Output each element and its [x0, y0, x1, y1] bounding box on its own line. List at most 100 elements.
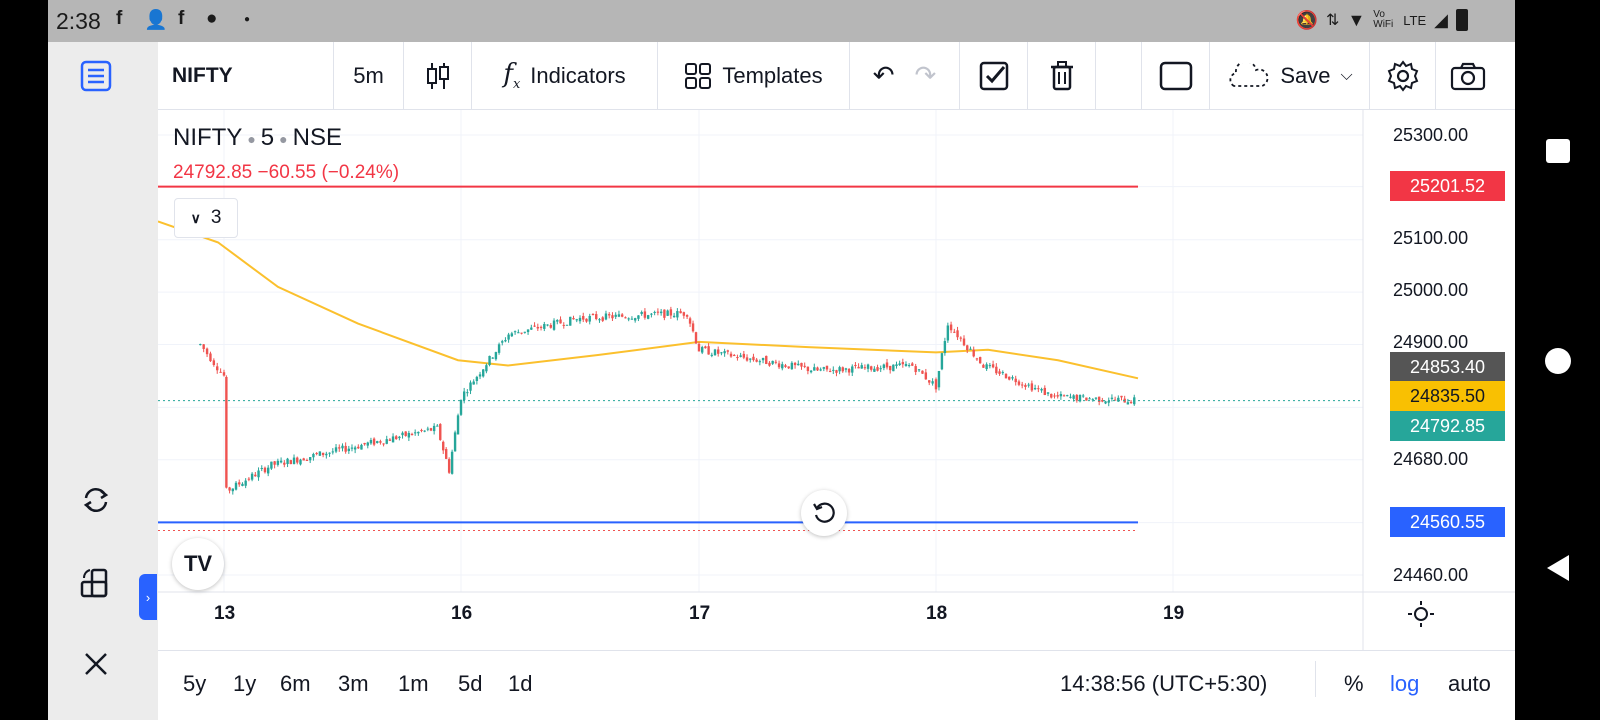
- candle-body: [420, 429, 423, 432]
- candle-body: [1056, 395, 1059, 397]
- candle-body: [676, 311, 679, 318]
- candle-body: [517, 332, 520, 334]
- home-button[interactable]: [1543, 346, 1573, 376]
- range-button-6m[interactable]: 6m: [280, 671, 311, 696]
- undo-icon[interactable]: ↶: [872, 60, 895, 90]
- indicators-toggle-button[interactable]: ∨ 3: [174, 198, 238, 238]
- candle-body: [720, 352, 723, 354]
- back-button[interactable]: [1543, 553, 1573, 583]
- menu-button[interactable]: [74, 54, 118, 98]
- interval-button[interactable]: 5m: [334, 42, 404, 109]
- candle-body: [1033, 387, 1037, 390]
- sync-button[interactable]: [74, 478, 118, 522]
- reset-chart-button[interactable]: [801, 490, 847, 536]
- select-button[interactable]: [960, 42, 1028, 109]
- candle-body: [742, 353, 746, 358]
- recents-button[interactable]: [1543, 136, 1573, 166]
- candle-body: [575, 319, 578, 321]
- candle-body: [988, 365, 992, 367]
- candle-body: [286, 458, 289, 465]
- candle-body: [870, 366, 873, 370]
- candle-body: [949, 324, 953, 331]
- delete-button[interactable]: [1028, 42, 1096, 109]
- candle-body: [1088, 398, 1091, 400]
- candle-body: [391, 436, 395, 443]
- candle-body: [238, 482, 241, 485]
- candle-body: [931, 381, 934, 384]
- candle-body: [1011, 377, 1014, 379]
- percent-scale-button[interactable]: %: [1344, 671, 1364, 696]
- candle-body: [707, 346, 710, 355]
- candle-body: [663, 309, 666, 318]
- price-axis-tick: 24900.00: [1393, 332, 1469, 352]
- candle-body: [260, 467, 263, 469]
- range-button-5d[interactable]: 5d: [458, 671, 483, 696]
- fullscreen-button[interactable]: [1142, 42, 1210, 109]
- range-button-1d[interactable]: 1d: [508, 671, 533, 696]
- candle-body: [627, 318, 630, 320]
- range-button-3m[interactable]: 3m: [338, 671, 369, 696]
- candle-body: [266, 467, 270, 474]
- candle-body: [946, 325, 950, 341]
- candle-body: [331, 451, 335, 453]
- candle-body: [417, 431, 420, 434]
- candle-body: [363, 442, 366, 445]
- candle-body: [254, 474, 257, 477]
- candle-body: [726, 350, 730, 352]
- chart-type-button[interactable]: [404, 42, 472, 109]
- candle-body: [289, 460, 292, 465]
- redo-icon[interactable]: ↷: [914, 60, 937, 90]
- candle-body: [966, 345, 969, 351]
- auto-scale-button[interactable]: auto: [1448, 671, 1491, 696]
- candle-body: [247, 478, 251, 480]
- candle-body: [710, 354, 714, 356]
- candle-body: [338, 447, 341, 449]
- candle-body: [276, 460, 280, 465]
- candle-body: [263, 467, 267, 473]
- axis-settings-button[interactable]: [1407, 600, 1435, 628]
- cloud-icon: [1229, 62, 1269, 87]
- legend-title: NIFTY ● 5 ● NSE: [173, 124, 342, 152]
- tradingview-logo[interactable]: TV: [172, 538, 224, 590]
- range-button-5y[interactable]: 5y: [183, 671, 207, 696]
- legend-interval: 5: [260, 124, 275, 151]
- candle-body: [904, 364, 908, 366]
- battery-icon: [1456, 9, 1468, 31]
- candle-body: [841, 367, 844, 372]
- candle-body: [959, 337, 962, 339]
- rotate-layout-button[interactable]: [74, 560, 118, 604]
- close-button[interactable]: [74, 642, 118, 686]
- candle-body: [494, 352, 498, 360]
- templates-button[interactable]: Templates: [658, 42, 850, 109]
- candle-body: [854, 364, 857, 366]
- candle-body: [466, 392, 469, 394]
- status-bar: 2:38 f 👤 f ● ● 🔕 ⇅ ▼ Vo WiFi LTE ◢: [48, 0, 1518, 42]
- candle-body: [614, 314, 617, 317]
- candle-body: [630, 318, 634, 320]
- candle-body: [565, 324, 569, 326]
- candle-body: [305, 460, 309, 462]
- candle-body: [549, 325, 552, 328]
- log-scale-button[interactable]: log: [1390, 671, 1420, 696]
- expand-panel-tab[interactable]: ›: [139, 574, 157, 620]
- range-button-1y[interactable]: 1y: [233, 671, 257, 696]
- candle-body: [1072, 395, 1075, 399]
- candle-body: [453, 432, 457, 452]
- candle-body: [745, 357, 749, 361]
- settings-button[interactable]: [1370, 42, 1436, 109]
- indicators-button[interactable]: fx Indicators: [472, 42, 658, 109]
- symbol-search-button[interactable]: NIFTY: [158, 42, 334, 109]
- candle-body: [456, 415, 460, 435]
- range-button-1m[interactable]: 1m: [398, 671, 429, 696]
- screenshot-button[interactable]: [1436, 42, 1500, 109]
- candle-body: [857, 366, 860, 369]
- chart-canvas[interactable]: [158, 110, 1515, 650]
- candle-body: [1020, 384, 1024, 386]
- time-axis-tick: 17: [689, 603, 711, 624]
- candle-body: [442, 441, 445, 451]
- save-button[interactable]: Save ⌵: [1210, 42, 1370, 109]
- timezone-clock[interactable]: 14:38:56 (UTC+5:30): [1060, 671, 1268, 696]
- chart-area[interactable]: NIFTY ● 5 ● NSE 24792.85 −60.55 (−0.24%) ∨ 3…: [158, 110, 1515, 650]
- candle-body: [898, 363, 901, 365]
- candle-body: [410, 433, 414, 436]
